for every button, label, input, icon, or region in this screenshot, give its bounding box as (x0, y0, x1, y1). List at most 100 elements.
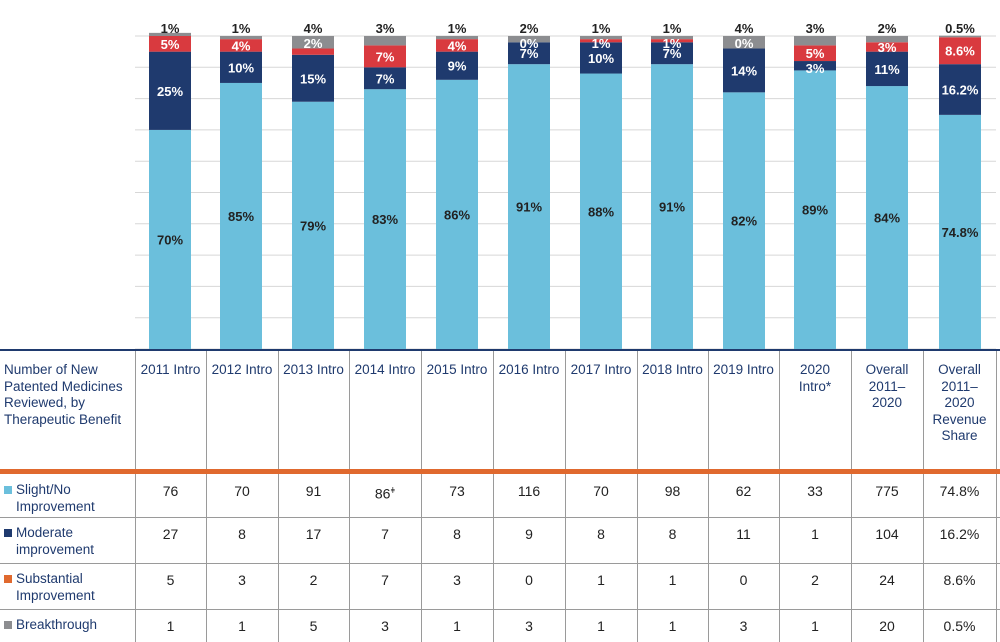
bar-segment-breakthrough-6 (580, 36, 622, 40)
data-label-breakthrough-11: 0.5% (945, 21, 975, 36)
table-cell: 3 (453, 572, 461, 588)
table-cell: 8 (238, 526, 246, 542)
data-label-slight-no-improvement-6: 88% (588, 204, 614, 219)
data-label-breakthrough-9: 3% (806, 21, 825, 36)
bar-segment-breakthrough-11 (939, 35, 981, 38)
bar-segment-substantial-improvement-10 (866, 42, 908, 52)
column-divider (779, 351, 780, 642)
bar-segment-moderate-improvement-7 (651, 42, 693, 65)
table-cell: 1 (453, 618, 461, 634)
footnote-mark: ǂ (390, 486, 396, 495)
data-label-breakthrough-5: 2% (520, 21, 539, 36)
table-cell: 1 (811, 618, 819, 634)
table-cell: 0.5% (943, 618, 976, 634)
data-label-substantial-improvement-2: 2% (304, 36, 323, 51)
data-label-substantial-improvement-1: 4% (232, 38, 251, 53)
table-cell: 3 (739, 618, 748, 634)
column-header: 2014 Intro (354, 362, 416, 377)
table-cell: 5 (166, 572, 175, 588)
table-cell: 70 (593, 483, 609, 499)
bar-segment-breakthrough-7 (651, 36, 693, 40)
column-divider (421, 351, 422, 642)
table-cell: 116 (517, 483, 541, 499)
bar-segment-substantial-improvement-1 (220, 39, 262, 52)
table-cell: 1 (238, 618, 246, 634)
data-label-slight-no-improvement-4: 86% (444, 207, 470, 222)
column-divider (637, 351, 638, 642)
bar-segment-moderate-improvement-8 (723, 48, 765, 93)
bar-segment-slight-no-improvement-11 (939, 114, 981, 349)
data-label-moderate-improvement-9: 3% (806, 61, 825, 76)
data-label-slight-no-improvement-7: 91% (659, 200, 685, 215)
bar-segment-moderate-improvement-3 (364, 67, 406, 90)
bar-segment-breakthrough-10 (866, 36, 908, 43)
bar-segment-moderate-improvement-4 (436, 51, 478, 80)
row-label: Substantial Improvement (4, 571, 132, 604)
table-cell: 7 (381, 526, 389, 542)
column-header: 2011 Intro (140, 362, 201, 377)
row-label-text: Slight/No Improvement (16, 482, 95, 514)
bar-segment-breakthrough-3 (364, 36, 406, 46)
bar-segment-substantial-improvement-11 (939, 37, 981, 65)
data-label-substantial-improvement-5: 0% (520, 36, 539, 51)
data-label-substantial-improvement-4: 4% (448, 38, 467, 53)
data-label-moderate-improvement-6: 10% (588, 51, 614, 66)
bar-segment-moderate-improvement-2 (292, 54, 334, 102)
table-cell: 1 (668, 618, 677, 634)
legend-swatch (4, 529, 12, 537)
table-cell: 27 (162, 526, 179, 542)
column-header: 2017 Intro (570, 362, 632, 377)
bar-segment-substantial-improvement-6 (580, 39, 622, 43)
table-cell: 73 (449, 483, 465, 499)
data-label-breakthrough-0: 1% (161, 21, 180, 36)
data-label-breakthrough-2: 4% (304, 21, 323, 36)
table-cell: 98 (664, 483, 681, 499)
data-label-moderate-improvement-8: 14% (731, 63, 757, 78)
data-label-substantial-improvement-0: 5% (161, 37, 180, 52)
data-label-substantial-improvement-7: 1% (663, 36, 682, 51)
table-cell: 24 (879, 572, 895, 588)
column-header: Overall 2011–2020 (865, 362, 909, 410)
data-label-slight-no-improvement-8: 82% (731, 214, 757, 229)
table-cell: 8 (668, 526, 677, 542)
bar-segment-breakthrough-5 (508, 36, 550, 43)
table-cell: 3 (525, 618, 533, 634)
data-label-substantial-improvement-8: 0% (735, 36, 754, 51)
data-label-substantial-improvement-9: 5% (806, 46, 825, 61)
table-cell: 20 (879, 618, 895, 634)
column-divider (851, 351, 852, 642)
bar-segment-slight-no-improvement-5 (508, 64, 550, 350)
column-divider (206, 351, 207, 642)
data-label-slight-no-improvement-1: 85% (228, 209, 254, 224)
row-label: Slight/No Improvement (4, 482, 132, 515)
bar-segment-slight-no-improvement-3 (364, 89, 406, 350)
column-divider (349, 351, 350, 642)
data-label-breakthrough-6: 1% (592, 21, 611, 36)
bar-segment-moderate-improvement-5 (508, 42, 550, 65)
bar-segment-moderate-improvement-9 (794, 61, 836, 71)
column-divider (565, 351, 566, 642)
bar-segment-substantial-improvement-4 (436, 39, 478, 52)
row-label: Breakthrough (4, 617, 132, 634)
stacked-bar-chart: 70%25%5%1%85%10%4%1%79%15%2%4%83%7%7%3%8… (0, 21, 1000, 351)
column-divider (493, 351, 494, 642)
bar-segment-breakthrough-1 (220, 36, 262, 40)
data-label-breakthrough-4: 1% (448, 21, 467, 36)
bar-segment-moderate-improvement-11 (939, 64, 981, 115)
column-header: 2018 Intro (642, 362, 703, 377)
data-label-moderate-improvement-11: 16.2% (942, 83, 979, 98)
table-cell: 7 (381, 572, 389, 588)
data-label-breakthrough-8: 4% (735, 21, 754, 36)
row-label-text: Breakthrough (16, 617, 98, 632)
column-header: 2015 Intro (426, 362, 488, 377)
bar-segment-slight-no-improvement-0 (149, 129, 191, 349)
data-label-slight-no-improvement-11: 74.8% (942, 225, 979, 240)
data-label-moderate-improvement-5: 7% (520, 46, 539, 61)
bar-segment-moderate-improvement-10 (866, 51, 908, 87)
table-cell: 104 (875, 526, 899, 542)
bar-segment-substantial-improvement-2 (292, 48, 334, 55)
bar-segment-slight-no-improvement-6 (580, 73, 622, 349)
bar-segment-breakthrough-2 (292, 36, 334, 49)
column-header: 2012 Intro (211, 362, 273, 377)
bar-segment-slight-no-improvement-9 (794, 70, 836, 350)
